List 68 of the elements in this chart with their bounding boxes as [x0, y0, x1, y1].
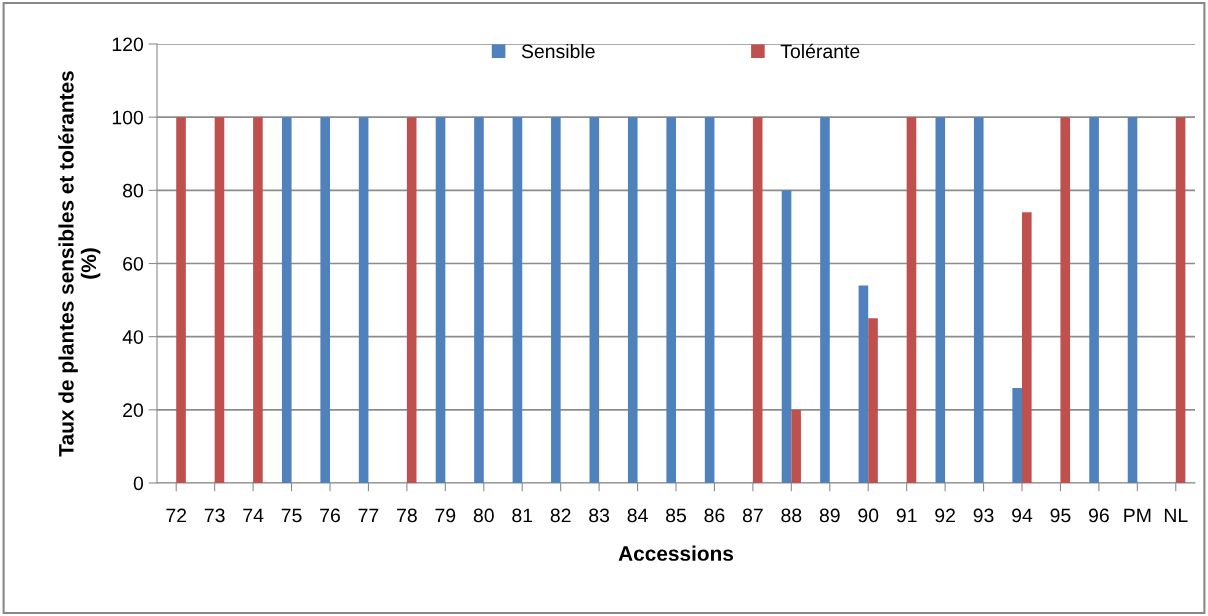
x-tick-label: 72: [166, 508, 187, 523]
bar: [666, 117, 676, 483]
x-tick-label: 90: [858, 508, 879, 523]
bar: [1012, 387, 1022, 483]
x-axis-title: Accessions: [618, 545, 734, 561]
y-tick-label: 120: [112, 37, 144, 52]
x-tick-label: 91: [896, 508, 917, 523]
x-tick-label: 87: [742, 508, 763, 523]
x-tick-label: 74: [243, 508, 264, 523]
y-tick-label: 40: [122, 330, 144, 344]
legend-label: Tolérante: [780, 43, 860, 59]
x-tick-label: 79: [435, 508, 456, 523]
x-tick-label: 73: [204, 508, 225, 523]
x-tick-label: 96: [1088, 508, 1109, 523]
bar: [253, 117, 263, 483]
bar: [551, 117, 561, 483]
y-tick-label: 80: [123, 183, 144, 198]
x-tick-label: 82: [550, 508, 571, 523]
x-tick-label: 78: [397, 508, 417, 523]
x-tick-label: 89: [819, 508, 840, 523]
bar: [358, 117, 369, 483]
x-tick-label: 81: [512, 508, 533, 523]
bar: [781, 190, 792, 483]
bar: [906, 117, 917, 483]
bar: [406, 117, 417, 483]
x-tick-label: 86: [704, 508, 725, 523]
x-tick-label: 84: [627, 508, 648, 523]
bar: [752, 117, 763, 483]
y-tick-label: 60: [123, 256, 144, 271]
bar: [1060, 117, 1071, 483]
bar: [858, 285, 869, 483]
bar: [435, 117, 446, 483]
x-tick-label: 88: [781, 508, 802, 523]
bar: [1089, 117, 1099, 483]
y-axis-title: Taux de plantes sensibles et tolérantes (%): [58, 71, 101, 457]
x-tick-label: 80: [473, 508, 494, 523]
x-tick-label: NL: [1164, 508, 1188, 523]
y-tick-label: 100: [112, 110, 144, 125]
bar: [1175, 117, 1186, 483]
bar: [1127, 117, 1138, 483]
x-tick-label: 92: [935, 508, 955, 523]
bar: [627, 117, 638, 483]
bar: [176, 117, 186, 483]
bar: [704, 117, 715, 483]
x-tick-label: 95: [1050, 508, 1071, 523]
bar: [589, 117, 600, 483]
x-tick-label: 93: [973, 508, 994, 523]
bar: [973, 117, 984, 483]
bar: [868, 318, 878, 483]
bar: [320, 117, 330, 483]
bar: [281, 117, 292, 483]
bar: [820, 117, 830, 483]
x-tick-label: 94: [1012, 508, 1033, 523]
x-tick-label: 83: [589, 508, 610, 523]
x-tick-label: 75: [281, 508, 302, 523]
x-tick-label: 77: [358, 508, 379, 523]
y-tick-label: 0: [133, 476, 144, 491]
x-tick-label: 76: [320, 508, 340, 523]
bar: [214, 117, 225, 483]
bar: [791, 409, 801, 483]
bar: [1022, 212, 1032, 483]
legend-label: Sensible: [521, 43, 595, 59]
bar: [474, 117, 484, 483]
y-tick-label: 20: [123, 403, 144, 418]
x-tick-label: PM: [1124, 508, 1151, 523]
x-tick-label: 85: [666, 508, 686, 523]
bar: [512, 117, 523, 483]
bar: [935, 117, 946, 483]
